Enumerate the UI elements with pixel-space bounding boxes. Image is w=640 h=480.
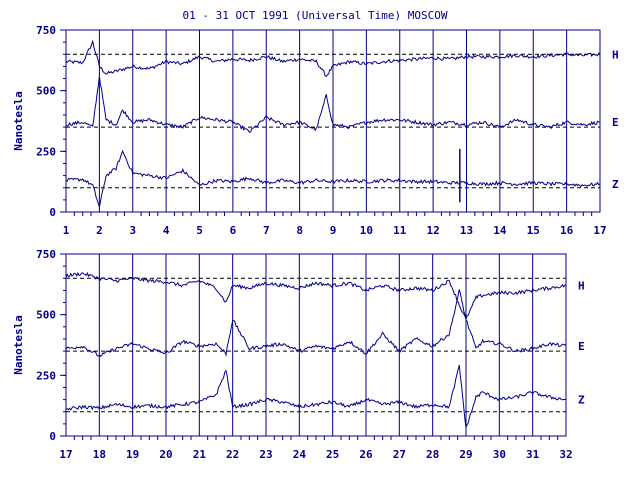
x-tick-label: 21: [193, 448, 207, 461]
series-label-H: H: [612, 48, 619, 61]
y-tick-label: 750: [36, 248, 56, 261]
x-tick-label: 31: [526, 448, 540, 461]
series-line-Z: [65, 364, 567, 430]
series-label-Z: Z: [578, 394, 585, 407]
x-tick-label: 9: [330, 224, 337, 237]
x-tick-label: 12: [427, 224, 440, 237]
y-axis-label: Nanotesla: [12, 315, 25, 375]
x-tick-label: 20: [159, 448, 172, 461]
bottom-panel: 17 18 19 20 21 22 23 24 25 26 27 28 29 30 31 32 0 250 500 7…: [12, 248, 585, 461]
x-tick-label: 23: [259, 448, 272, 461]
y-tick-label: 0: [49, 430, 56, 443]
x-tick-label: 4: [163, 224, 170, 237]
series-label-H: H: [578, 280, 585, 293]
chart-title: 01 - 31 OCT 1991 (Universal Time) MOSCOW: [183, 9, 448, 22]
top-panel: 1 2 3 4 5 6 7 8 9 10 11 12 13 14 15 16 170250500750Nanot…: [12, 24, 619, 237]
x-tick-label: 26: [359, 448, 373, 461]
series-line-H: [65, 39, 601, 78]
x-tick-label: 28: [426, 448, 439, 461]
x-tick-label: 17: [59, 448, 72, 461]
x-tick-label: 29: [459, 448, 472, 461]
x-tick-label: 27: [393, 448, 406, 461]
x-tick-label: 22: [226, 448, 239, 461]
x-tick-label: 10: [360, 224, 373, 237]
x-tick-label: 17: [593, 224, 606, 237]
y-tick-label: 750: [36, 24, 56, 37]
x-tick-label: 5: [196, 224, 203, 237]
y-tick-label: 500: [36, 309, 56, 322]
series-line-Z: [65, 149, 601, 209]
x-tick-label: 11: [393, 224, 407, 237]
x-tick-label: 3: [129, 224, 136, 237]
x-tick-label: 16: [560, 224, 574, 237]
x-tick-label: 13: [460, 224, 473, 237]
series-line-E: [65, 76, 601, 134]
series-line-E: [65, 289, 567, 358]
y-tick-label: 0: [49, 206, 56, 219]
x-tick-label: 19: [126, 448, 139, 461]
y-tick-label: 250: [36, 145, 56, 158]
y-tick-label: 250: [36, 369, 56, 382]
y-axis-label: Nanotesla: [12, 91, 25, 151]
series-label-Z: Z: [612, 178, 619, 191]
y-tick-label: 500: [36, 85, 56, 98]
x-tick-label: 2: [96, 224, 103, 237]
x-tick-label: 25: [326, 448, 339, 461]
x-tick-label: 14: [493, 224, 507, 237]
x-tick-label: 8: [296, 224, 303, 237]
x-tick-label: 32: [559, 448, 572, 461]
series-label-E: E: [612, 116, 619, 129]
x-tick-label: 30: [493, 448, 506, 461]
series-label-E: E: [578, 340, 585, 353]
x-tick-label: 6: [230, 224, 237, 237]
x-tick-label: 24: [293, 448, 307, 461]
series-line-H: [65, 271, 567, 321]
x-tick-label: 1: [63, 224, 70, 237]
x-tick-label: 18: [93, 448, 106, 461]
x-tick-label: 15: [527, 224, 540, 237]
x-tick-label: 7: [263, 224, 270, 237]
